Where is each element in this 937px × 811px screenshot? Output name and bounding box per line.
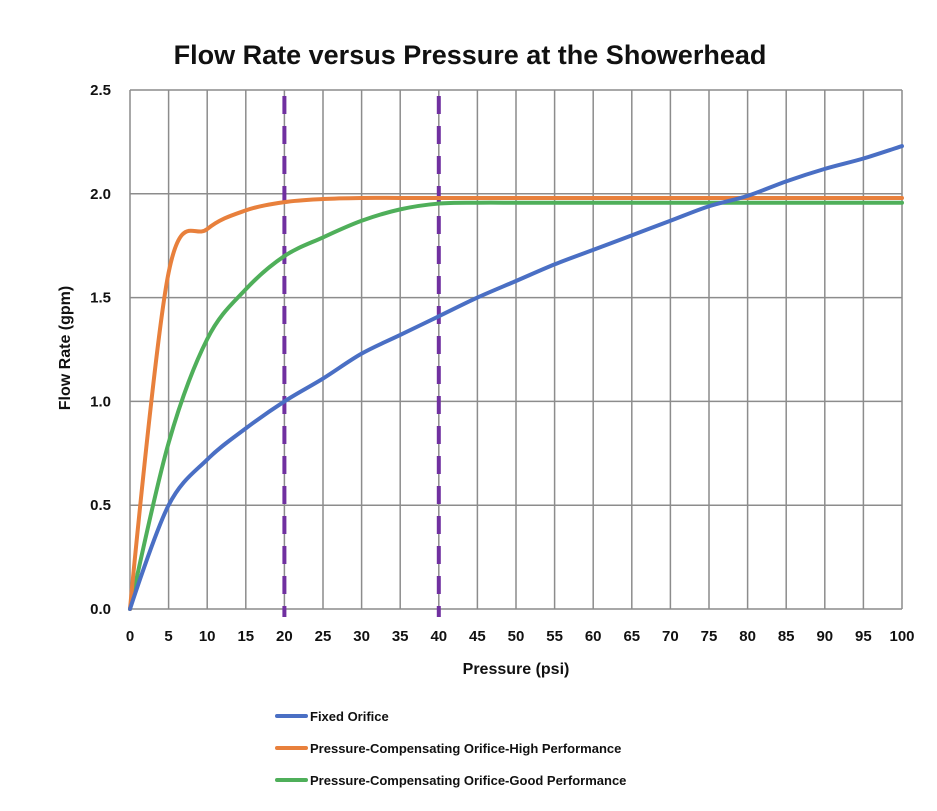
x-tick-label: 40: [430, 628, 447, 645]
x-tick-label: 90: [816, 628, 833, 645]
x-tick-label: 75: [701, 628, 718, 645]
series-line-pressure-compensating-orifice-good-performance: [128, 200, 904, 611]
x-tick-label: 55: [546, 628, 563, 645]
x-tick-label: 10: [199, 628, 216, 645]
y-tick-label: 2.5: [90, 82, 111, 99]
y-tick-label: 0.5: [90, 497, 111, 514]
x-tick-labels: 0 5 10 15 20 25 30 35 40 45 50 55 60 65 70 75 80 85 90 95 10…: [126, 628, 915, 645]
x-tick-label: 35: [392, 628, 409, 645]
series-line-pressure-compensating-orifice-high-performance: [128, 195, 904, 611]
x-tick-label: 15: [237, 628, 254, 645]
legend-label: Pressure-Compensating Orifice-Good Perfo…: [310, 773, 626, 788]
x-axis-title: Pressure (psi): [463, 661, 570, 678]
y-axis-title: Flow Rate (gpm): [57, 286, 74, 410]
grid: [129, 89, 903, 610]
x-tick-label: 70: [662, 628, 679, 645]
x-tick-label: 20: [276, 628, 293, 645]
legend-label: Pressure-Compensating Orifice-High Perfo…: [310, 741, 621, 756]
x-tick-label: 60: [585, 628, 602, 645]
x-tick-label: 0: [126, 628, 134, 645]
reference-lines: [282, 96, 441, 617]
legend-label: Fixed Orifice: [310, 709, 389, 724]
y-tick-label: 2.0: [90, 186, 111, 203]
series-line-fixed-orifice: [128, 144, 904, 611]
x-tick-label: 5: [164, 628, 172, 645]
y-tick-label: 1.0: [90, 393, 111, 410]
chart-title: Flow Rate versus Pressure at the Showerh…: [174, 40, 767, 70]
y-tick-label: 1.5: [90, 290, 111, 307]
y-tick-labels: 0.0 0.5 1.0 1.5 2.0 2.5: [90, 82, 111, 618]
x-tick-label: 50: [508, 628, 525, 645]
x-tick-label: 80: [739, 628, 756, 645]
series-lines: [128, 144, 904, 611]
legend: Fixed Orifice Pressure-Compensating Orifi…: [275, 709, 626, 788]
x-tick-label: 30: [353, 628, 370, 645]
x-tick-label: 45: [469, 628, 486, 645]
x-tick-label: 25: [315, 628, 332, 645]
x-tick-label: 65: [623, 628, 640, 645]
y-tick-label: 0.0: [90, 601, 111, 618]
x-tick-label: 95: [855, 628, 872, 645]
x-tick-label: 85: [778, 628, 795, 645]
x-tick-label: 100: [889, 628, 914, 645]
